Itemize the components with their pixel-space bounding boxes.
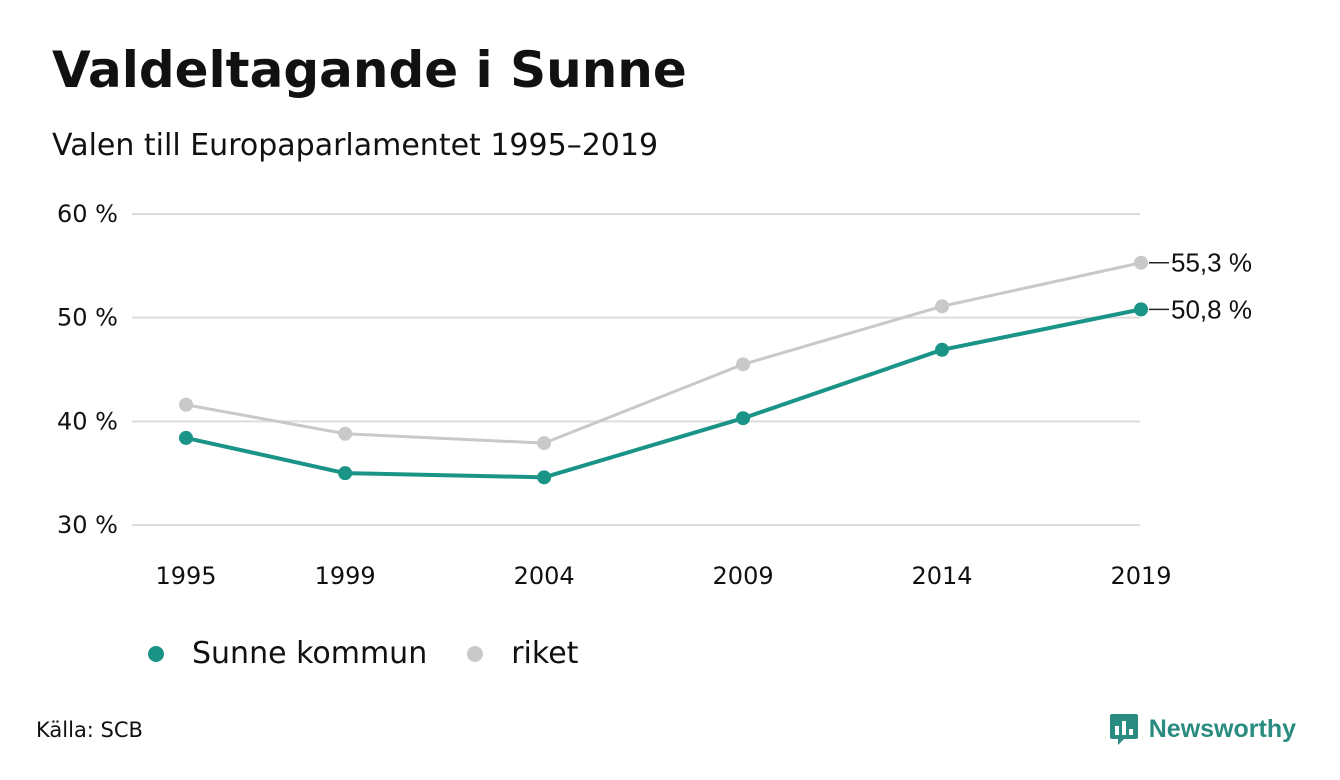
series-line-riket: [184, 261, 1143, 445]
data-point-sunne: [736, 411, 751, 426]
data-point-sunne: [935, 342, 950, 357]
data-point-sunne: [1134, 302, 1148, 317]
data-point-riket: [338, 426, 353, 441]
legend-item-riket: riket: [467, 636, 578, 671]
bar-chart-speech-bubble-icon: [1109, 714, 1138, 745]
data-point-riket: [935, 299, 950, 314]
data-point-sunne: [537, 470, 552, 485]
end-label: 55,3 %: [1171, 248, 1252, 278]
legend-item-sunne: Sunne kommun: [148, 636, 427, 671]
brand-logo: Newsworthy: [1109, 712, 1296, 746]
data-point-riket: [179, 397, 193, 412]
data-point-sunne: [179, 430, 193, 445]
data-point-riket: [537, 436, 552, 451]
x-tick-label: 1999: [315, 562, 376, 590]
series-line-sunne: [184, 307, 1143, 480]
x-tick-label: 2004: [514, 562, 575, 590]
y-tick-label: 40 %: [57, 407, 118, 435]
legend: Sunne kommun riket: [148, 636, 618, 671]
legend-marker-riket: [467, 645, 484, 662]
x-tick-label: 2009: [713, 562, 774, 590]
y-tick-label: 60 %: [57, 200, 118, 228]
legend-marker-sunne: [148, 645, 164, 662]
brand-name: Newsworthy: [1148, 714, 1296, 743]
x-tick-label: 2014: [912, 562, 973, 590]
x-tick-label: 2019: [1110, 562, 1171, 590]
data-point-riket: [1134, 255, 1148, 270]
chart-title: Valdeltagande i Sunne: [52, 41, 687, 99]
line-chart: 60 % 50 % 40 % 30 % 1995 1999 2004 2009 2014 2019…: [57, 200, 1252, 590]
y-tick-label: 30 %: [57, 511, 118, 539]
legend-label-riket: riket: [511, 636, 579, 671]
x-tick-label: 1995: [155, 562, 216, 590]
source-note: Källa: SCB: [36, 718, 143, 742]
data-point-riket: [736, 357, 751, 372]
end-label: 50,8 %: [1171, 294, 1252, 324]
data-point-sunne: [338, 466, 353, 481]
legend-label-sunne: Sunne kommun: [192, 636, 428, 671]
y-tick-label: 50 %: [57, 304, 118, 332]
chart-subtitle: Valen till Europaparlamentet 1995–2019: [52, 128, 659, 163]
